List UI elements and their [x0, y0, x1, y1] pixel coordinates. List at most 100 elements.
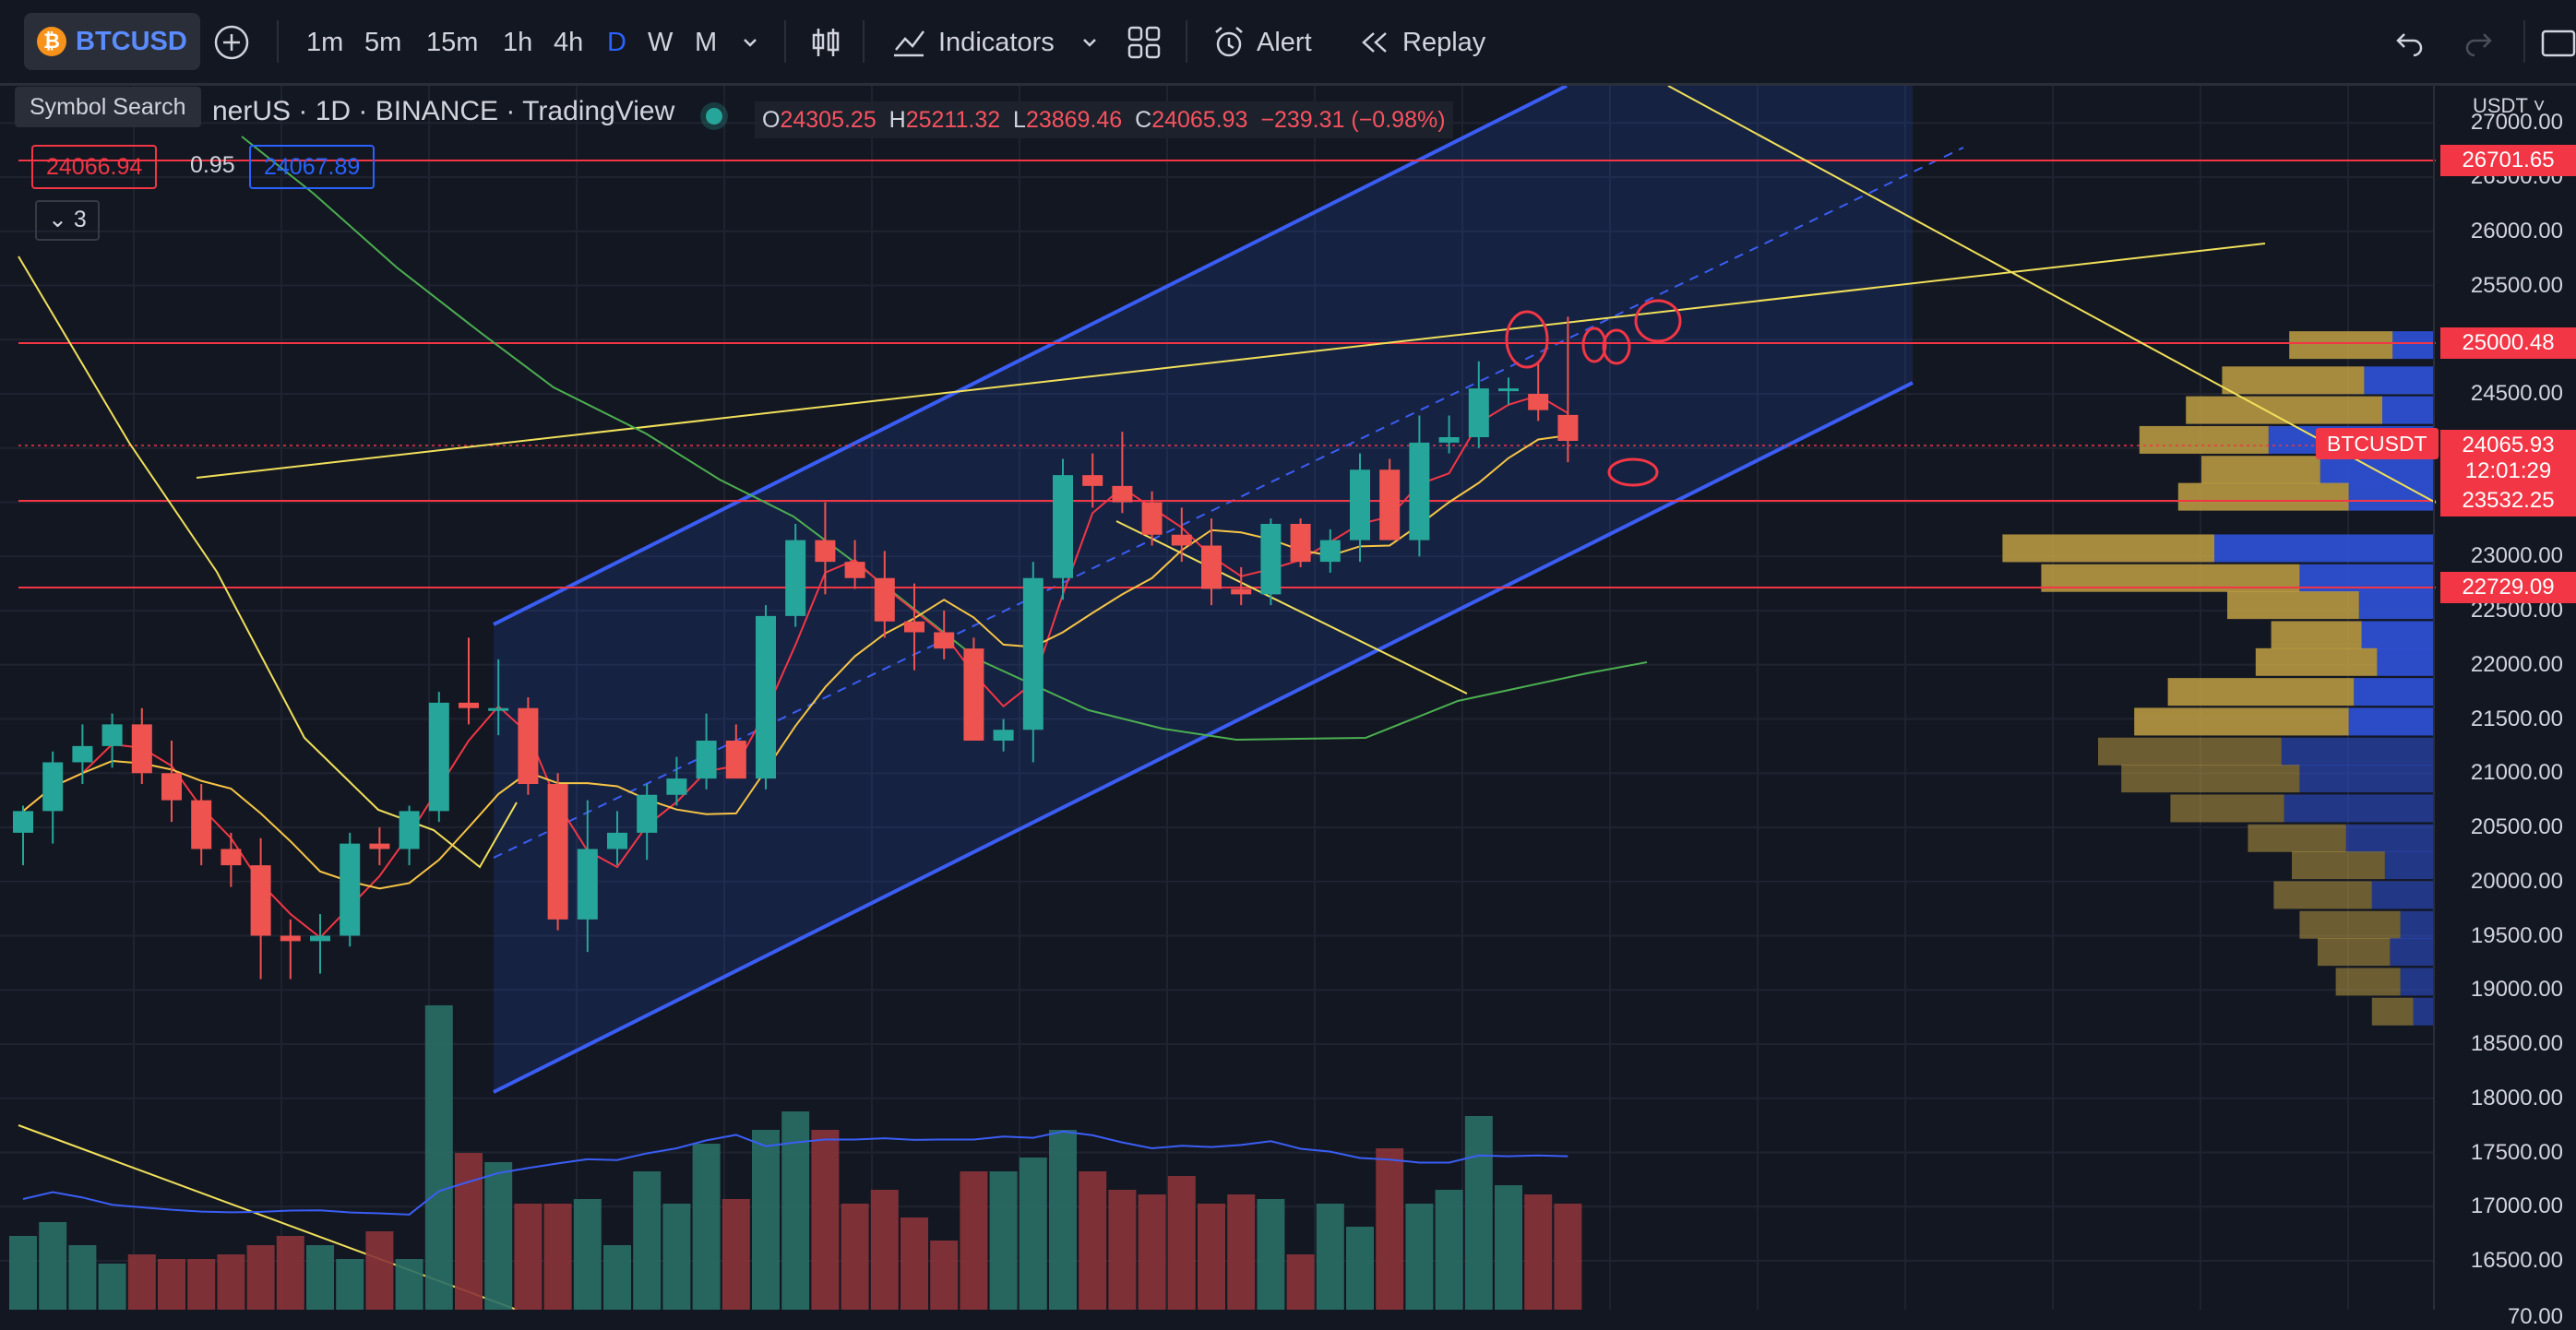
price-tag-26701: 26701.65: [2440, 145, 2576, 176]
candle-body: [874, 577, 895, 622]
price-axis-tick: 19500.00: [2470, 922, 2563, 948]
drawn-annotations: [1505, 299, 1682, 487]
candle-body: [547, 784, 568, 920]
vp-buy-bar: [2170, 794, 2284, 823]
candle-body: [696, 741, 717, 779]
redo-icon: [2465, 33, 2492, 57]
candle-body: [369, 843, 390, 849]
buy-button[interactable]: 24067.89: [249, 145, 376, 189]
tf-1h[interactable]: 1h: [503, 27, 533, 57]
chart-type-button[interactable]: [807, 17, 844, 68]
vp-buy-bar: [2134, 707, 2349, 736]
volume-bar: [662, 1204, 691, 1310]
symbol-search-tooltip: Symbol Search: [15, 87, 201, 127]
volume-bar: [68, 1245, 97, 1310]
volume-bar: [1049, 1130, 1077, 1310]
volume-bar: [9, 1236, 37, 1310]
price-axis-tick: 70.00: [2507, 1304, 2563, 1329]
vp-buy-bar: [2098, 737, 2282, 766]
timeframe-dropdown-button[interactable]: [738, 17, 762, 68]
alert-button[interactable]: Alert: [1210, 17, 1312, 68]
volume-bar: [1346, 1227, 1374, 1310]
volume-bar: [573, 1199, 602, 1310]
candle-body: [1112, 485, 1133, 503]
price-axis-tick: 18000.00: [2470, 1085, 2563, 1110]
chart-title: nerUS · 1D · BINANCE · TradingView: [212, 96, 675, 126]
candle-body: [637, 794, 658, 833]
replay-button[interactable]: Replay: [1356, 17, 1485, 68]
price-chart[interactable]: [0, 86, 2576, 1324]
candle-body: [13, 811, 33, 833]
candle-body: [1319, 540, 1341, 563]
volume-bar: [276, 1236, 304, 1310]
indicators-dropdown-button[interactable]: [1078, 17, 1102, 68]
candle-body: [785, 540, 806, 616]
vp-sell-bar: [2400, 968, 2434, 996]
vp-buy-bar: [2167, 678, 2355, 707]
volume-bar: [752, 1130, 780, 1310]
volume-ma-line: [22, 1130, 1568, 1216]
tf-w[interactable]: W: [648, 27, 674, 57]
sell-button[interactable]: 24066.94: [31, 145, 158, 189]
yellow-trendline-2: [1667, 86, 2437, 504]
vp-sell-bar: [2345, 824, 2434, 852]
currency-selector[interactable]: USDT ˅: [2473, 94, 2546, 117]
chevron-down-icon: ⌄: [48, 207, 67, 232]
symbol-search-button[interactable]: ₿ BTCUSD: [24, 13, 200, 70]
price-tag-25000: 25000.48: [2440, 327, 2576, 359]
candle-body: [1082, 475, 1103, 486]
indicators-button[interactable]: Indicators: [890, 17, 1055, 68]
vp-sell-bar: [2354, 678, 2434, 707]
vp-buy-bar: [2299, 910, 2401, 939]
volume-bar: [692, 1144, 721, 1310]
volume-bar: [158, 1259, 185, 1310]
candle-body: [1171, 534, 1192, 546]
volume-bar: [1376, 1148, 1404, 1310]
vp-sell-bar: [2361, 621, 2434, 649]
vp-buy-bar: [2292, 851, 2385, 880]
channel-mid-line: [493, 147, 1964, 859]
volume-bar: [455, 1153, 483, 1310]
candles: [13, 316, 1579, 980]
price-axis-tick: 27000.00: [2470, 110, 2563, 136]
volume-bars: [9, 1005, 1582, 1310]
volume-bar: [39, 1222, 67, 1310]
tf-4h[interactable]: 4h: [554, 27, 584, 57]
volume-bar: [365, 1231, 394, 1310]
volume-bar: [1167, 1176, 1196, 1310]
vp-buy-bar: [2371, 997, 2414, 1026]
volume-bar: [841, 1204, 869, 1310]
fullscreen-button[interactable]: [2539, 17, 2576, 68]
vp-sell-bar: [2284, 794, 2434, 823]
vp-buy-bar: [2271, 621, 2362, 649]
candle-body: [1053, 475, 1073, 578]
volume-bar: [424, 1005, 453, 1310]
volume-bar: [127, 1254, 156, 1310]
redo-button[interactable]: [2462, 17, 2498, 68]
layouts-button[interactable]: [1126, 17, 1163, 68]
candle-body: [963, 648, 984, 741]
candle-body: [1379, 469, 1401, 540]
tf-1m[interactable]: 1m: [306, 27, 344, 57]
vp-sell-bar: [2390, 938, 2434, 967]
volume-bar: [603, 1245, 631, 1310]
window-icon: [2541, 30, 2576, 57]
indicators-collapse-button[interactable]: ⌄ 3: [35, 200, 100, 241]
volume-bar: [1554, 1204, 1582, 1310]
candle-body: [161, 773, 182, 801]
volume-bar: [484, 1162, 513, 1310]
tf-5m[interactable]: 5m: [364, 27, 402, 57]
tf-d[interactable]: D: [607, 27, 626, 57]
volume-bar: [1138, 1194, 1166, 1310]
chevron-down-icon: [744, 39, 757, 47]
tf-m[interactable]: M: [695, 27, 718, 57]
vp-sell-bar: [2299, 765, 2434, 793]
undo-button[interactable]: [2390, 17, 2427, 68]
volume-bar: [1257, 1199, 1285, 1310]
candle-body: [310, 935, 330, 942]
volume-bar: [98, 1264, 126, 1310]
tf-15m[interactable]: 15m: [426, 27, 479, 57]
volume-bar: [336, 1259, 364, 1310]
vp-sell-bar: [2358, 591, 2434, 620]
add-symbol-button[interactable]: [212, 17, 251, 68]
